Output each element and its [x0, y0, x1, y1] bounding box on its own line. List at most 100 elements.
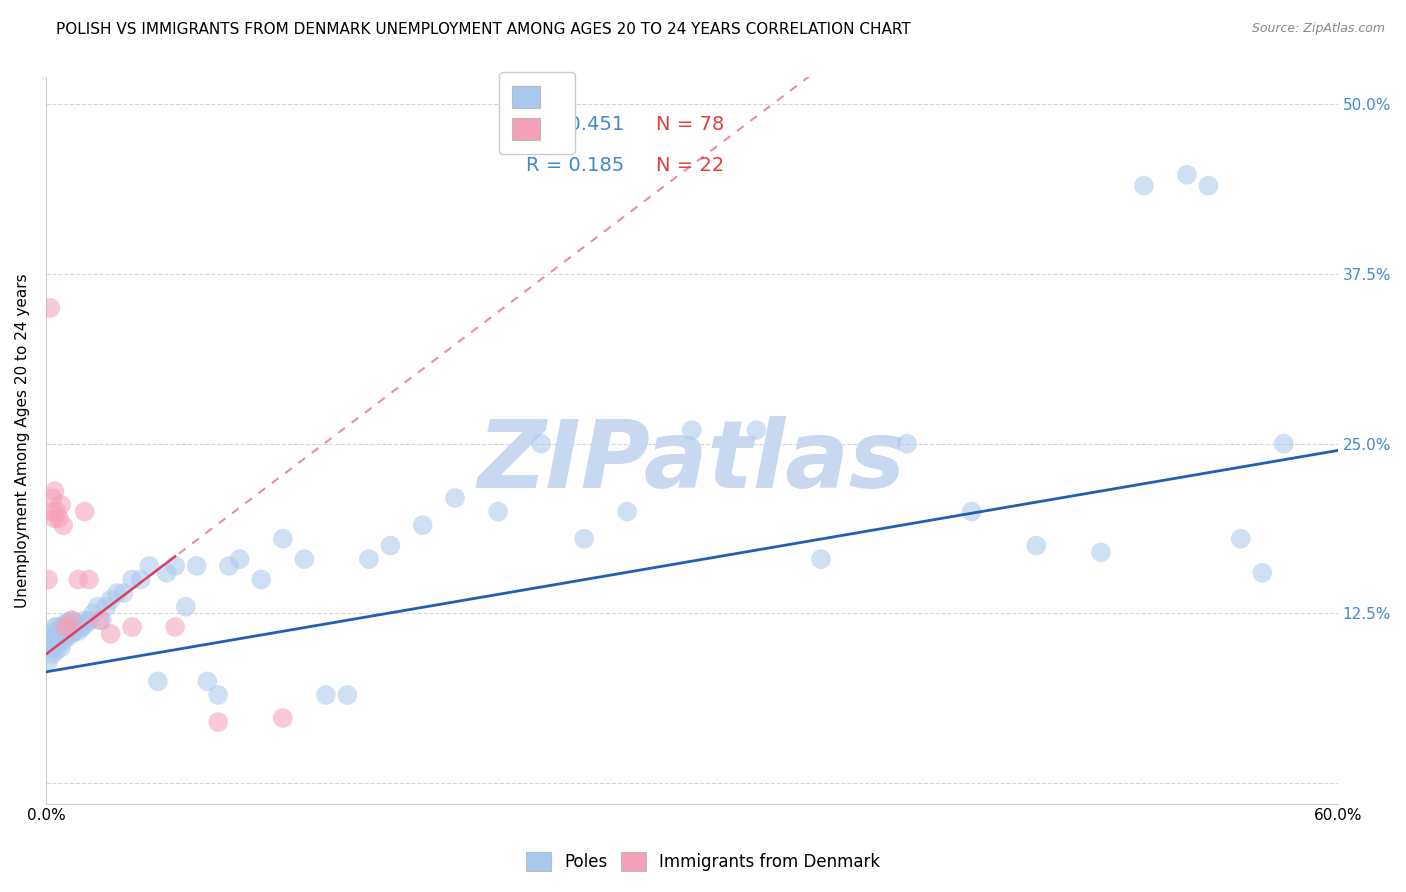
Point	[45, 630, 67, 644]
Point	[129, 573, 152, 587]
Point	[52, 633, 75, 648]
Point	[49, 620, 72, 634]
Point	[186, 558, 208, 573]
Point	[228, 552, 250, 566]
Point	[616, 505, 638, 519]
Point	[37, 573, 59, 587]
Point	[155, 566, 177, 580]
Text: POLISH VS IMMIGRANTS FROM DENMARK UNEMPLOYMENT AMONG AGES 20 TO 24 YEARS CORRELA: POLISH VS IMMIGRANTS FROM DENMARK UNEMPL…	[56, 22, 911, 37]
Point	[121, 620, 143, 634]
Point	[56, 630, 79, 644]
Point	[271, 532, 294, 546]
Point	[197, 674, 219, 689]
Point	[810, 552, 832, 566]
Point	[49, 640, 72, 655]
Point	[52, 518, 75, 533]
Point	[1229, 532, 1251, 546]
Point	[146, 674, 169, 689]
Point	[1025, 539, 1047, 553]
Point	[207, 688, 229, 702]
Point	[67, 573, 90, 587]
Point	[53, 630, 76, 644]
Point	[89, 613, 111, 627]
Point	[174, 599, 197, 614]
Text: N = 22: N = 22	[655, 156, 724, 175]
Point	[41, 647, 63, 661]
Point	[56, 615, 79, 630]
Text: Source: ZipAtlas.com: Source: ZipAtlas.com	[1251, 22, 1385, 36]
Point	[896, 436, 918, 450]
Point	[41, 627, 63, 641]
Point	[41, 505, 63, 519]
Text: N = 78: N = 78	[655, 115, 724, 134]
Point	[1272, 436, 1295, 450]
Point	[1133, 178, 1156, 193]
Point	[357, 552, 380, 566]
Point	[60, 613, 83, 627]
Point	[486, 505, 509, 519]
Point	[681, 423, 703, 437]
Point	[73, 505, 96, 519]
Point	[37, 654, 59, 668]
Point	[292, 552, 315, 566]
Point	[63, 624, 86, 639]
Point	[100, 627, 122, 641]
Point	[745, 423, 768, 437]
Point	[60, 613, 83, 627]
Point	[39, 301, 62, 315]
Point	[49, 498, 72, 512]
Point	[271, 711, 294, 725]
Point	[250, 573, 273, 587]
Point	[105, 586, 128, 600]
Point	[65, 615, 87, 630]
Point	[59, 620, 82, 634]
Point	[112, 586, 135, 600]
Point	[336, 688, 359, 702]
Point	[444, 491, 467, 505]
Point	[44, 620, 66, 634]
Text: ZIPatlas: ZIPatlas	[478, 416, 905, 508]
Point	[86, 599, 108, 614]
Point	[530, 436, 553, 450]
Legend:  ,  : ,	[499, 72, 575, 154]
Point	[44, 640, 66, 655]
Point	[380, 539, 402, 553]
Point	[41, 633, 63, 648]
Point	[315, 688, 337, 702]
Point	[39, 640, 62, 655]
Point	[48, 633, 70, 648]
Point	[56, 620, 79, 634]
Point	[165, 558, 187, 573]
Legend: Poles, Immigrants from Denmark: Poles, Immigrants from Denmark	[517, 843, 889, 880]
Point	[1090, 545, 1112, 559]
Point	[1175, 168, 1198, 182]
Point	[96, 599, 118, 614]
Point	[52, 620, 75, 634]
Point	[412, 518, 434, 533]
Point	[39, 633, 62, 648]
Point	[44, 630, 66, 644]
Point	[1198, 178, 1220, 193]
Point	[960, 505, 983, 519]
Point	[76, 615, 98, 630]
Point	[41, 491, 63, 505]
Point	[45, 620, 67, 634]
Point	[48, 511, 70, 525]
Point	[67, 624, 90, 639]
Point	[138, 558, 160, 573]
Point	[44, 484, 66, 499]
Point	[1251, 566, 1274, 580]
Point	[53, 615, 76, 630]
Point	[77, 613, 100, 627]
Point	[72, 620, 94, 634]
Point	[69, 620, 91, 634]
Point	[572, 532, 595, 546]
Point	[48, 624, 70, 639]
Point	[218, 558, 240, 573]
Text: R = 0.451: R = 0.451	[526, 115, 624, 134]
Point	[77, 573, 100, 587]
Point	[165, 620, 187, 634]
Point	[53, 620, 76, 634]
Point	[45, 643, 67, 657]
Point	[44, 511, 66, 525]
